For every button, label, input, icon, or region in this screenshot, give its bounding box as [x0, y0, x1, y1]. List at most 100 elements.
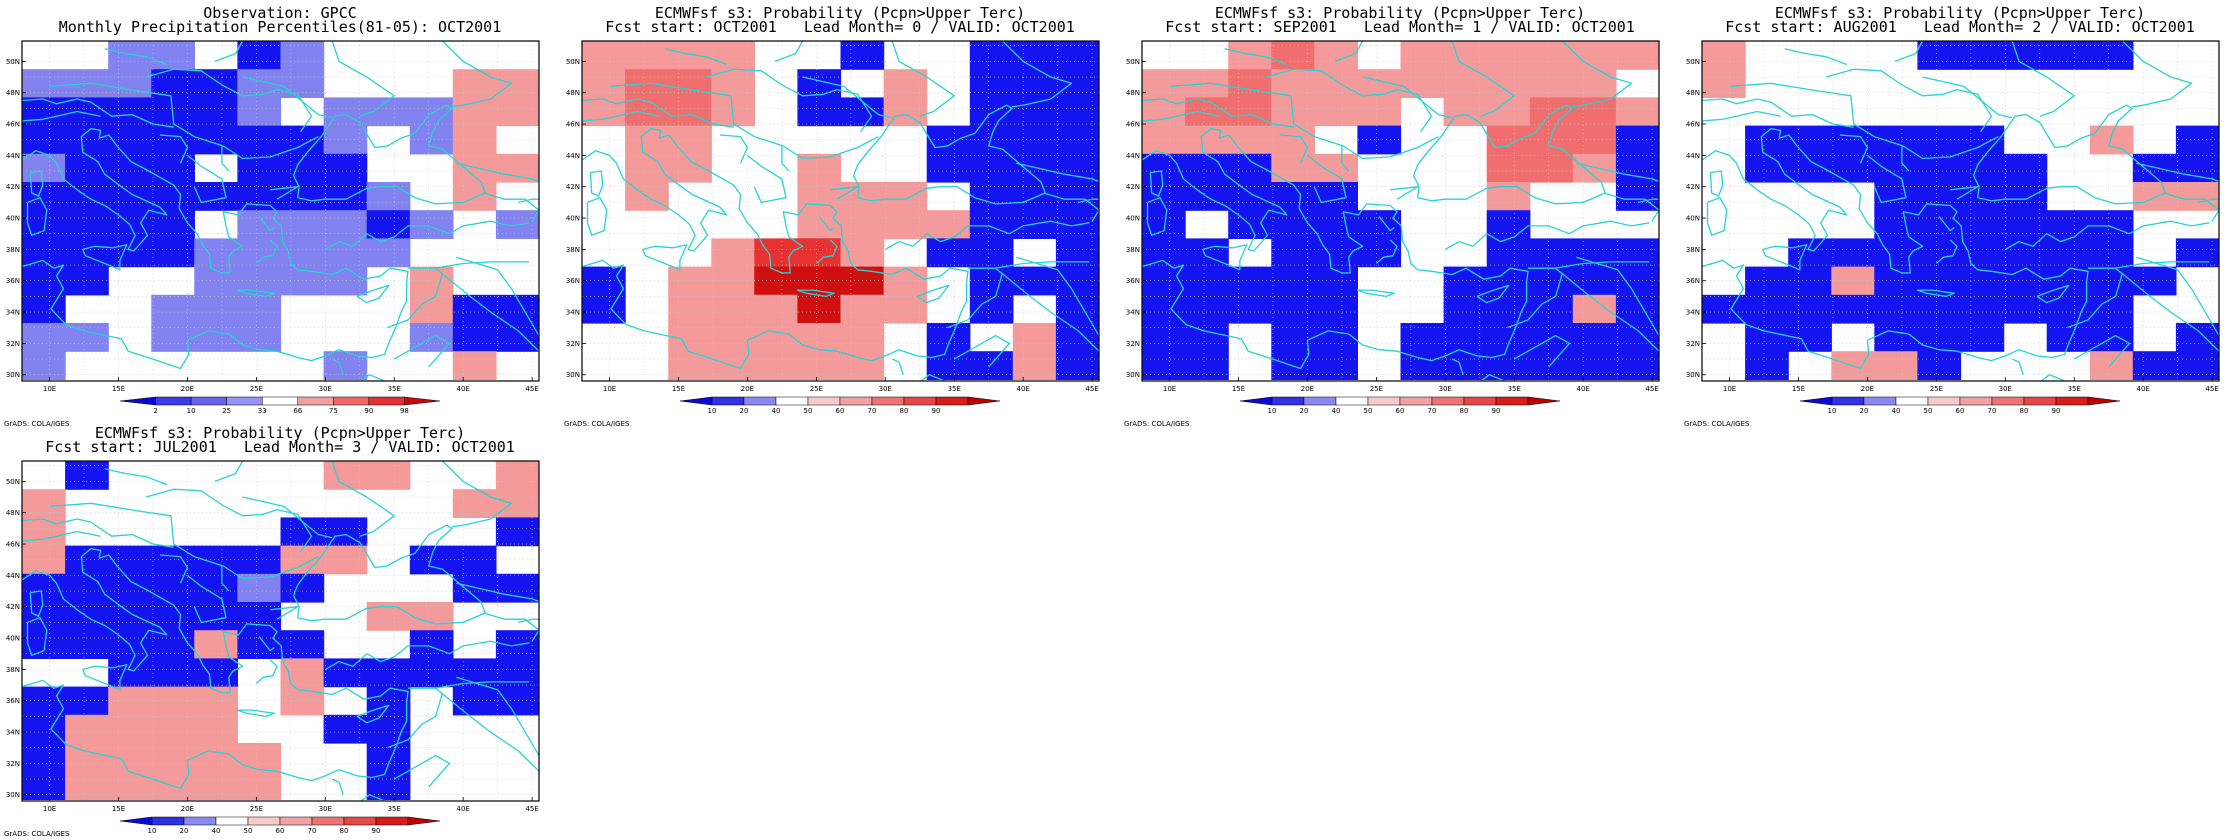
coastline [1149, 170, 1164, 197]
grid-cell [840, 323, 885, 352]
grid-cell [22, 238, 66, 268]
coastline [1603, 192, 1659, 222]
colorbar-label: 20 [740, 407, 749, 415]
coastline [1480, 374, 1505, 381]
grid-cell [194, 630, 238, 659]
grid-cell [495, 489, 539, 518]
grid-cell [1960, 210, 2005, 239]
lat-tick-label: 48N [1126, 89, 1140, 97]
coastline [518, 198, 539, 204]
grid-cell [711, 238, 755, 268]
grid-cell [1529, 238, 1574, 268]
colorbar-segment [1335, 396, 1369, 406]
grid-cell [1314, 153, 1358, 183]
coastline [2218, 53, 2219, 58]
grid-cell [1314, 323, 1358, 352]
grid-cell [668, 97, 712, 127]
grid-cell [280, 630, 325, 659]
coastline [1825, 68, 1993, 133]
grid-cell [1745, 294, 1789, 324]
colorbar-segment [1959, 396, 1993, 406]
grid-cell [1055, 323, 1099, 352]
grid-cell [1831, 294, 1875, 324]
grid-cell [1831, 153, 1875, 183]
colorbar-segment [743, 396, 777, 406]
coastline [324, 640, 530, 670]
coastline [746, 154, 787, 204]
lon-tick-label: 15E [112, 385, 125, 393]
grid-cell [1917, 41, 1962, 70]
coastline [1555, 267, 1659, 352]
grid-cell [237, 323, 282, 352]
lon-tick-label: 20E [181, 805, 194, 813]
grid-cell [1960, 182, 2005, 211]
coastline [2011, 41, 2075, 117]
precipitation-map: 50N 48N 46N 44N 42N 40N 38N 36N 34N 32N 30N 10E 15E 2… [6, 40, 540, 415]
colorbar-segment [1799, 396, 1833, 406]
colorbar-label: 20 [1300, 407, 1309, 415]
lat-tick-label: 44N [566, 152, 580, 160]
grid-cell [1271, 238, 1315, 268]
coastline [1016, 256, 1099, 336]
colorbar-segment [333, 396, 370, 406]
lat-tick-label: 44N [1126, 152, 1140, 160]
grid-cell [2003, 153, 2048, 183]
coastline [258, 636, 275, 652]
lon-tick-label: 25E [810, 385, 823, 393]
grid-cell [2046, 41, 2091, 70]
coastline [1341, 146, 1350, 172]
panel-title-line1: ECMWFsf s3: Probability (Pcpn>Upper Terc… [94, 424, 466, 442]
grid-cell [1314, 182, 1358, 211]
grid-cell [711, 266, 755, 296]
grid-cell [280, 41, 325, 70]
colorbar-label: 70 [868, 407, 877, 415]
lat-tick-label: 50N [1686, 58, 1700, 66]
grid-cell [22, 97, 66, 127]
grid-cell [151, 153, 195, 183]
grid-cell [1400, 69, 1445, 98]
grid-cell [237, 743, 282, 772]
grid-cell [969, 153, 1014, 183]
coastline [1002, 41, 1073, 108]
lat-tick-label: 42N [1686, 183, 1700, 191]
grid-cell [495, 323, 539, 352]
coastline [1390, 186, 1419, 200]
coastline [331, 41, 395, 117]
lon-tick-label: 45E [1645, 385, 1658, 393]
coastline [387, 272, 444, 329]
grid-cell [1874, 210, 1918, 239]
grid-cell [495, 461, 539, 490]
colorbar-label: 70 [308, 827, 317, 835]
grid-cell [1271, 294, 1315, 324]
coastline [518, 618, 539, 624]
grid-cell [1486, 210, 1531, 239]
coastline [270, 606, 299, 620]
colorbar-segment [935, 396, 969, 406]
coastline [255, 659, 278, 684]
grid-cell [711, 41, 755, 70]
colorbar-segment [1927, 396, 1961, 406]
grid-cell [194, 182, 238, 211]
grid-cell [323, 182, 368, 211]
lat-tick-label: 32N [6, 340, 20, 348]
grid-cell [1314, 210, 1358, 239]
grid-cell [1142, 69, 1186, 98]
grid-cell [1960, 41, 2005, 70]
coastline [1528, 261, 1650, 269]
grads-credit: GrADS: COLA/IGES [4, 830, 70, 838]
grid-cell [1917, 294, 1962, 324]
grid-cell [1012, 351, 1057, 380]
grid-cell [926, 351, 971, 380]
coastline [1476, 284, 1510, 304]
colorbar-segment [343, 816, 377, 826]
coastline [456, 676, 539, 756]
coastline [1702, 110, 1781, 122]
grid-cell [1357, 125, 1402, 155]
colorbar-label: 40 [212, 827, 221, 835]
grid-cell [2089, 351, 2134, 380]
coastline [22, 679, 312, 790]
grid-cell [1400, 41, 1445, 70]
grid-cell [797, 351, 842, 380]
colorbar-segment [967, 396, 1001, 406]
colorbar-segment [297, 396, 334, 406]
